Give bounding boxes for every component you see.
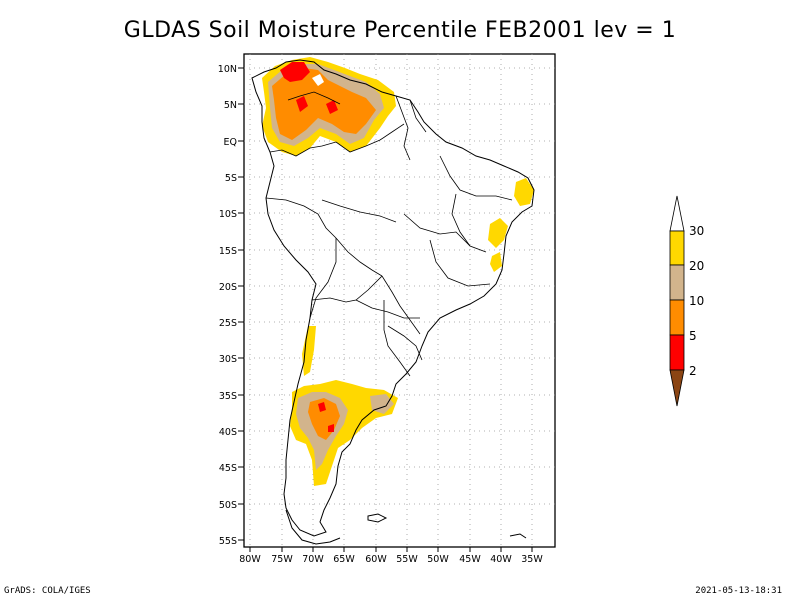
grid-lines (244, 54, 555, 547)
lat-label-15s: 15S (219, 246, 237, 257)
lat-label-25s: 25S (219, 318, 237, 329)
longitude-labels: 80W 75W 70W 65W 60W 55W 50W 45W 40W 35W (239, 547, 543, 565)
north-red-spot-3 (326, 100, 338, 114)
footer-credit: GrADS: COLA/IGES (4, 586, 91, 596)
plot-frame (243, 53, 556, 548)
south-america-coastline (251, 59, 535, 537)
north-anomaly-regions (262, 57, 396, 156)
legend-swatch-below-2 (669, 369, 685, 407)
legend-swatch-10-20 (669, 264, 685, 301)
lon-label-65w: 65W (333, 554, 355, 565)
lat-label-30s: 30S (219, 354, 237, 365)
east-yellow-region-3 (490, 252, 502, 272)
lon-label-55w: 55W (396, 554, 418, 565)
lat-label-55s: 55S (219, 536, 237, 547)
legend-label-2: 2 (689, 364, 697, 378)
legend-label-20: 20 (689, 259, 704, 273)
patagonia-islands (285, 509, 341, 545)
east-anomaly-regions (488, 178, 534, 272)
lon-label-60w: 60W (365, 554, 387, 565)
lon-label-50w: 50W (427, 554, 449, 565)
lat-label-5s: 5S (225, 173, 237, 184)
south-yellow-strip (302, 326, 316, 376)
lat-label-10n: 10N (218, 64, 237, 75)
lat-label-45s: 45S (219, 463, 237, 474)
legend-swatch-5-10 (669, 299, 685, 336)
lon-label-45w: 45W (459, 554, 481, 565)
south-anomaly-regions (290, 326, 398, 486)
lat-label-5n: 5N (224, 100, 237, 111)
coastlines (251, 59, 535, 545)
lon-label-40w: 40W (490, 554, 512, 565)
north-red-region (280, 62, 310, 82)
color-legend (669, 195, 685, 407)
north-white-hole (312, 74, 324, 86)
falkland-islands (367, 513, 388, 523)
south-red-spot-2 (328, 424, 334, 432)
east-yellow-region-2 (488, 218, 508, 248)
lon-label-80w: 80W (239, 554, 261, 565)
latitude-labels: 10N 5N EQ 5S 10S 15S 20S 25S 30S 35S 40S… (218, 64, 244, 547)
country-borders (265, 91, 513, 377)
north-orange-region (272, 68, 376, 140)
lat-label-10s: 10S (219, 209, 237, 220)
legend-label-5: 5 (689, 329, 697, 343)
footer-timestamp: 2021-05-13-18:31 (695, 586, 782, 596)
lon-label-70w: 70W (302, 554, 324, 565)
lat-label-40s: 40S (219, 427, 237, 438)
lon-label-35w: 35W (521, 554, 543, 565)
lat-label-eq: EQ (224, 137, 237, 148)
lat-label-35s: 35S (219, 391, 237, 402)
legend-label-30: 30 (689, 224, 704, 238)
lon-label-75w: 75W (271, 554, 293, 565)
legend-labels: 30 20 10 5 2 (689, 224, 704, 378)
lat-label-20s: 20S (219, 282, 237, 293)
east-yellow-region-1 (514, 178, 534, 206)
tierra-del-fuego-south (509, 533, 527, 539)
legend-label-10: 10 (689, 294, 704, 308)
legend-swatch-2-5 (669, 334, 685, 371)
lat-label-50s: 50S (219, 500, 237, 511)
south-red-spot (318, 402, 326, 412)
north-red-spot-2 (296, 96, 308, 112)
legend-swatch-above-30 (669, 195, 685, 232)
map-title: GLDAS Soil Moisture Percentile FEB2001 l… (123, 18, 677, 43)
legend-swatch-20-30 (669, 230, 685, 266)
